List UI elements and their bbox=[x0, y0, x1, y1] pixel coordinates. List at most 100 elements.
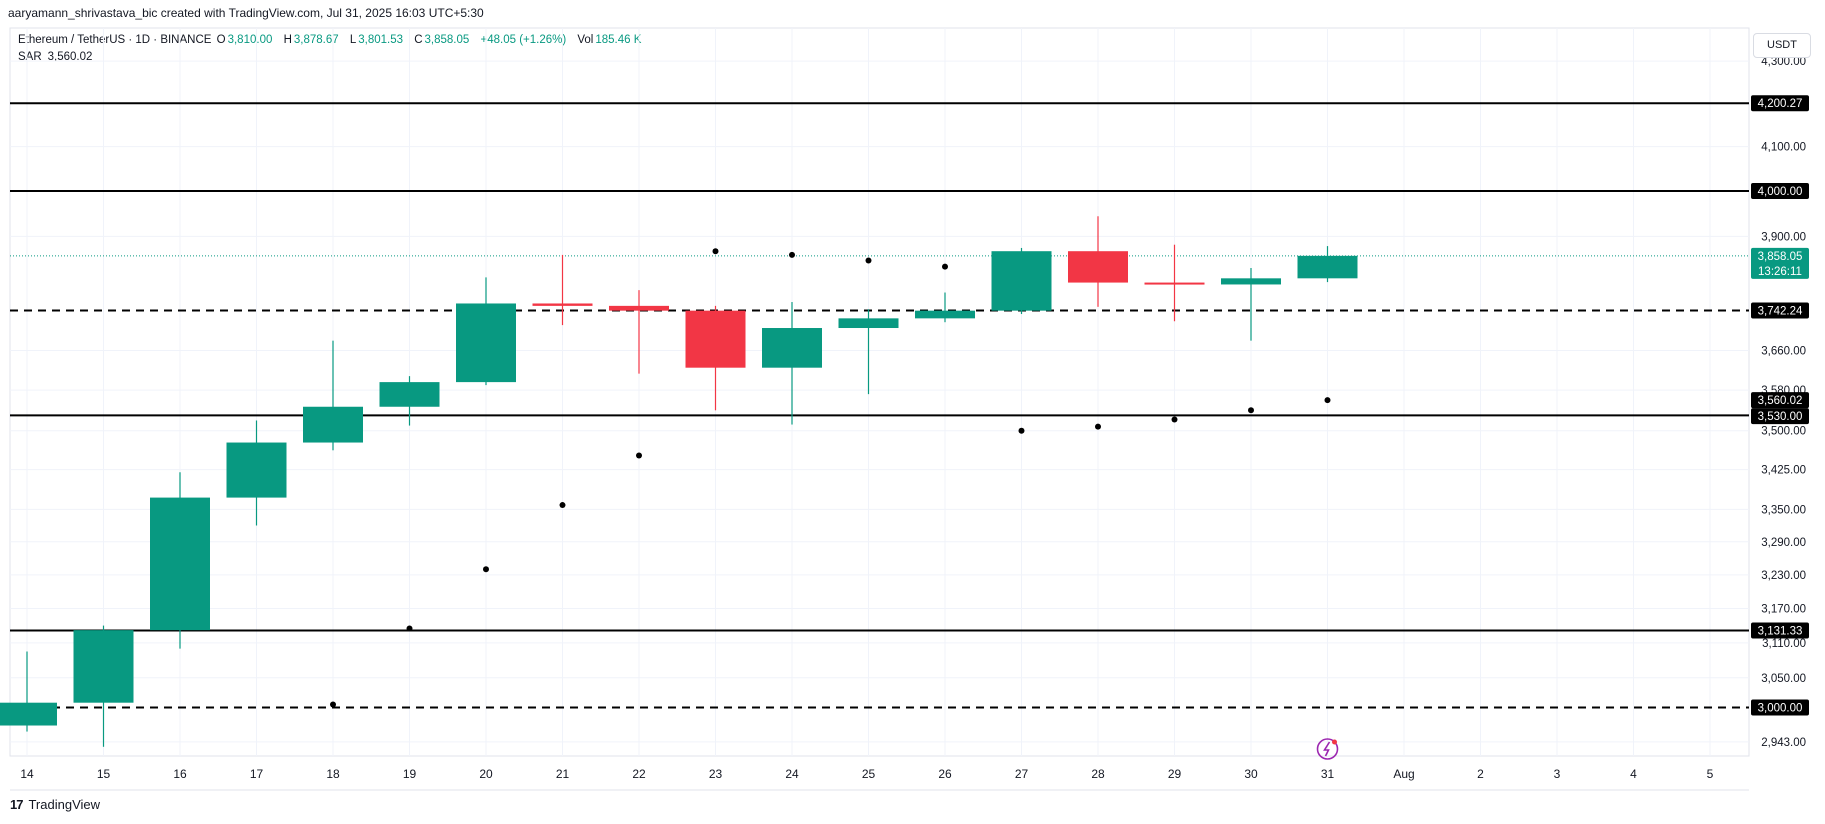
candle-body bbox=[456, 303, 516, 383]
last-price-tag bbox=[1751, 247, 1809, 279]
currency-button[interactable]: USDT bbox=[1753, 33, 1811, 58]
y-tick-label: 3,170.00 bbox=[1761, 604, 1806, 616]
sar-name: SAR bbox=[18, 51, 42, 63]
tradingview-logo-icon: 17 bbox=[10, 797, 24, 812]
x-tick-label: 23 bbox=[709, 767, 723, 781]
change-value: +48.05 (+1.26%) bbox=[480, 34, 567, 46]
x-tick-label: 20 bbox=[479, 767, 493, 781]
sar-dot bbox=[330, 701, 336, 708]
candle-body bbox=[532, 303, 593, 306]
candle-body bbox=[1068, 251, 1128, 283]
x-tick-label: 22 bbox=[632, 767, 646, 781]
close-label: C bbox=[414, 34, 423, 46]
x-tick-label: Aug bbox=[1393, 767, 1414, 781]
level-price-label: 4,200.27 bbox=[1758, 98, 1803, 110]
sar-legend[interactable]: SAR 3,560.02 bbox=[18, 51, 92, 63]
y-tick-label: 2,943.00 bbox=[1761, 737, 1806, 749]
sar-dot bbox=[1018, 427, 1025, 434]
high-value: 3,878.67 bbox=[293, 34, 339, 46]
sar-dot bbox=[483, 566, 489, 573]
sar-dot bbox=[1171, 416, 1178, 423]
open-value: 3,810.00 bbox=[227, 34, 273, 46]
volume-label: Vol bbox=[577, 34, 594, 46]
x-tick-label: 27 bbox=[1015, 767, 1029, 781]
y-tick-label: 3,500.00 bbox=[1761, 426, 1806, 438]
x-tick-label: 21 bbox=[556, 767, 570, 781]
y-tick-label: 3,900.00 bbox=[1761, 231, 1806, 243]
x-tick-label: 15 bbox=[97, 767, 111, 781]
candle-body bbox=[915, 310, 975, 319]
sar-dot bbox=[406, 625, 413, 632]
x-tick-label: 28 bbox=[1091, 767, 1105, 781]
low-label: L bbox=[349, 34, 357, 46]
x-tick-label: 19 bbox=[403, 767, 417, 781]
y-tick-label: 3,050.00 bbox=[1761, 673, 1806, 685]
x-tick-label: 18 bbox=[326, 767, 340, 781]
x-tick-label: 29 bbox=[1168, 767, 1182, 781]
candle-body bbox=[1221, 278, 1281, 285]
candle-body bbox=[1297, 255, 1358, 279]
candle-body bbox=[685, 310, 746, 368]
y-tick-label: 3,110.00 bbox=[1762, 638, 1806, 650]
level-price-label: 3,742.24 bbox=[1758, 306, 1803, 318]
x-tick-label: 16 bbox=[173, 767, 187, 781]
bar-countdown: 13:26:11 bbox=[1758, 266, 1802, 278]
candle-body bbox=[226, 442, 287, 498]
level-price-label-bg bbox=[1751, 302, 1809, 319]
x-tick-label: 24 bbox=[785, 767, 799, 781]
sar-dot bbox=[865, 257, 872, 264]
level-price-label-bg bbox=[1751, 622, 1809, 639]
y-tick-label: 3,290.00 bbox=[1761, 537, 1806, 549]
x-tick-label: 31 bbox=[1321, 767, 1335, 781]
candle-body bbox=[609, 305, 669, 311]
chart-credit: aaryamann_shrivastava_bic created with T… bbox=[8, 6, 484, 20]
sar-price-label: 3,560.02 bbox=[1758, 395, 1803, 407]
sar-dot bbox=[636, 452, 642, 459]
low-value: 3,801.53 bbox=[358, 34, 404, 46]
y-tick-label: 3,230.00 bbox=[1761, 570, 1806, 582]
open-label: O bbox=[216, 34, 226, 46]
plot-area bbox=[9, 27, 1750, 757]
level-price-label-bg bbox=[1751, 408, 1809, 425]
level-price-label-bg bbox=[1751, 699, 1809, 716]
level-price-label: 3,131.33 bbox=[1758, 626, 1803, 638]
level-price-label-bg bbox=[1751, 182, 1809, 199]
candle-body bbox=[150, 497, 210, 631]
symbol-name[interactable]: Ethereum / TetherUS · 1D · BINANCE bbox=[18, 34, 212, 46]
x-tick-label: 5 bbox=[1707, 767, 1714, 781]
y-tick-label: 3,660.00 bbox=[1761, 345, 1806, 357]
sar-dot bbox=[1324, 397, 1331, 404]
x-tick-label: 30 bbox=[1244, 767, 1258, 781]
sar-dot bbox=[789, 251, 795, 258]
x-tick-label: 25 bbox=[862, 767, 876, 781]
x-tick-label: 26 bbox=[938, 767, 952, 781]
sar-dot bbox=[1248, 407, 1254, 414]
sar-price-label-bg bbox=[1751, 392, 1809, 409]
sar-dot bbox=[712, 248, 719, 255]
tradingview-footer[interactable]: 17 TradingView bbox=[10, 797, 100, 812]
x-tick-label: 2 bbox=[1477, 767, 1484, 781]
candle-body bbox=[0, 702, 57, 726]
x-tick-label: 3 bbox=[1554, 767, 1561, 781]
x-tick-label: 4 bbox=[1630, 767, 1637, 781]
sar-value: 3,560.02 bbox=[47, 51, 93, 63]
candle-body bbox=[303, 406, 363, 443]
close-value: 3,858.05 bbox=[424, 34, 470, 46]
y-tick-label: 4,300.00 bbox=[1761, 56, 1806, 68]
level-price-label-bg bbox=[1751, 95, 1809, 112]
candle-body bbox=[991, 251, 1052, 311]
candle-body bbox=[762, 328, 822, 368]
candle-body bbox=[838, 318, 899, 329]
symbol-legend[interactable]: Ethereum / TetherUS · 1D · BINANCE O 3,81… bbox=[18, 34, 643, 46]
candle-body bbox=[73, 630, 134, 703]
last-price-value: 3,858.05 bbox=[1758, 251, 1803, 263]
x-tick-label: 14 bbox=[20, 767, 34, 781]
y-tick-label: 4,100.00 bbox=[1761, 142, 1806, 154]
lightning-icon bbox=[1316, 738, 1339, 760]
y-tick-label: 3,350.00 bbox=[1761, 504, 1806, 516]
y-tick-label: 3,425.00 bbox=[1761, 465, 1806, 477]
sar-dot bbox=[1095, 423, 1101, 430]
sar-dot bbox=[942, 263, 948, 270]
level-price-label: 3,000.00 bbox=[1758, 702, 1803, 714]
